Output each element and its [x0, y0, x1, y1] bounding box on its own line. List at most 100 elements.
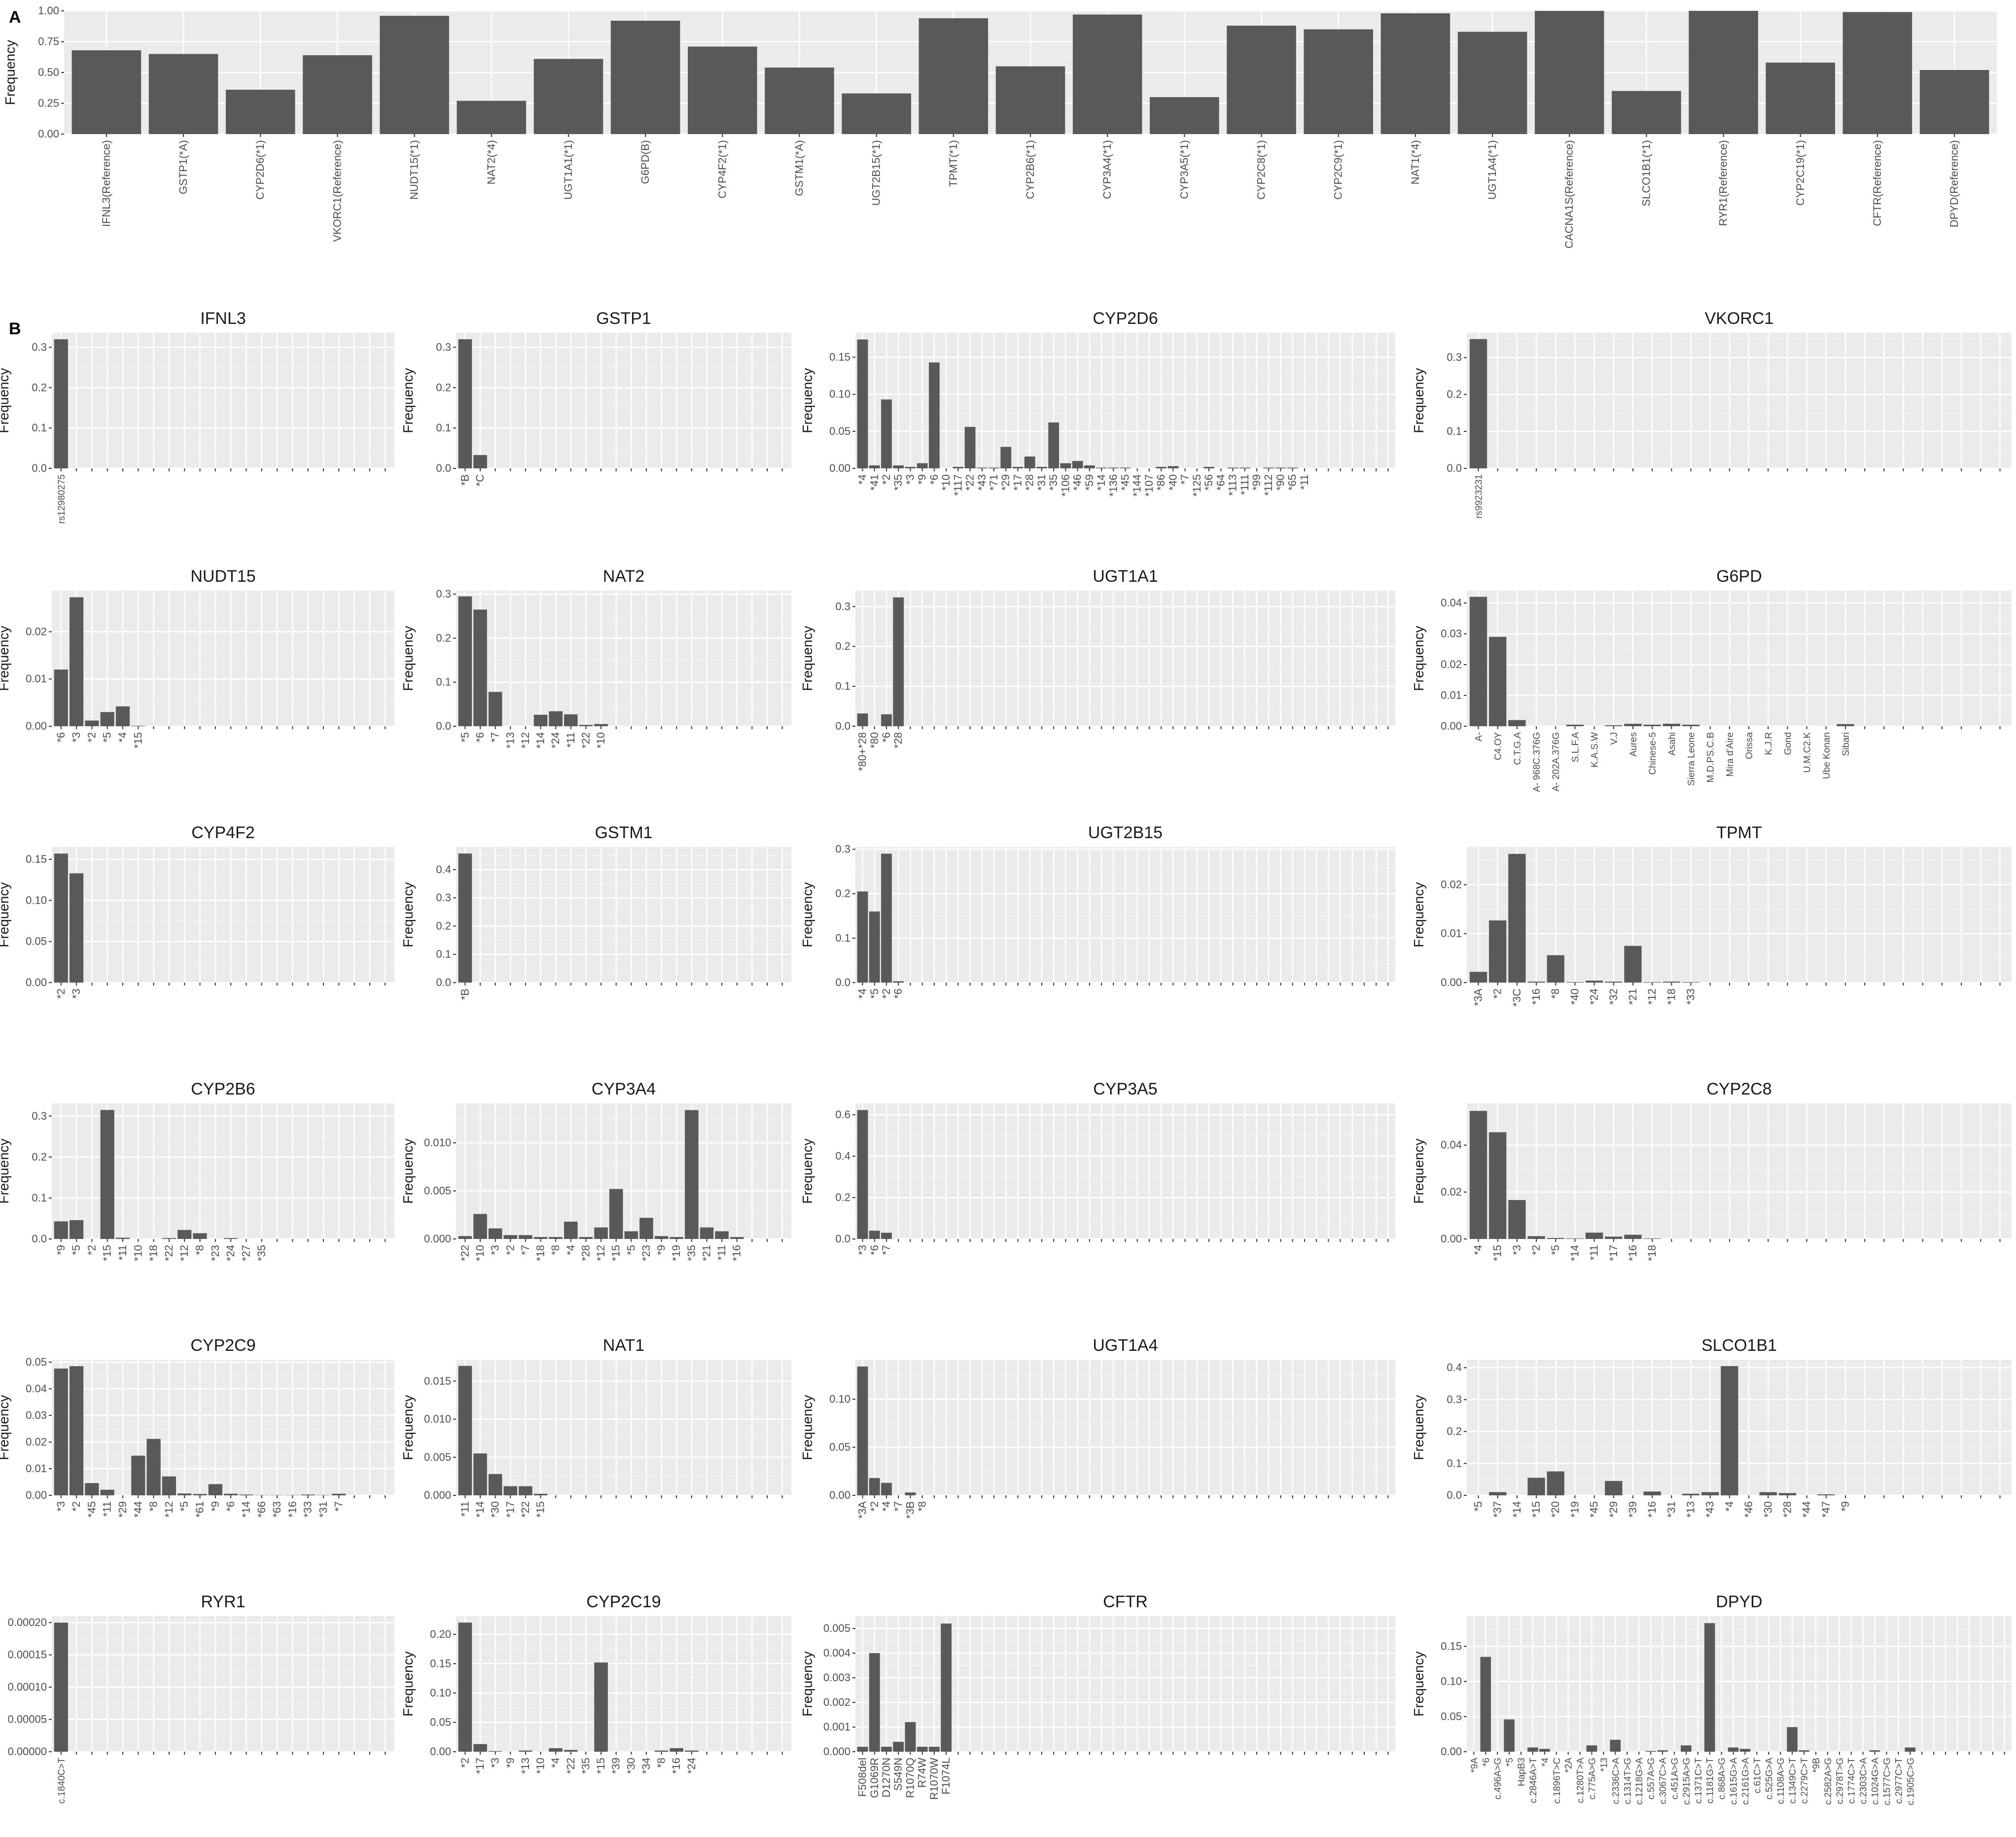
- y-tick-label: 0.00005: [7, 1713, 47, 1726]
- x-tick-label: *6: [868, 1245, 881, 1255]
- y-tick-label: 0.10: [829, 388, 850, 400]
- bar: [488, 1751, 502, 1752]
- x-tick-label: *23: [640, 1245, 652, 1261]
- bar: [869, 1653, 880, 1752]
- x-tick-label: A- 968C.376G: [1532, 732, 1542, 792]
- x-tick-label: *43: [1704, 1501, 1716, 1518]
- x-tick-label: *136: [1107, 474, 1119, 496]
- x-tick-label: *3: [1511, 1245, 1523, 1255]
- bar: [473, 1453, 487, 1495]
- y-axis-title: Frequency: [0, 882, 11, 947]
- y-tick-label: 0.1: [436, 948, 451, 960]
- y-axis-title: Frequency: [0, 1138, 11, 1203]
- panel-title: NUDT15: [190, 567, 255, 586]
- x-tick-label: *28: [579, 1245, 592, 1261]
- bar: [1469, 339, 1487, 468]
- x-tick-label: *2: [85, 1245, 98, 1255]
- bar: [654, 1750, 669, 1752]
- y-tick-label: 0.02: [26, 1436, 47, 1448]
- bar: [162, 1238, 177, 1239]
- bar: [857, 713, 868, 726]
- bar: [610, 21, 680, 134]
- y-axis-title: Frequency: [400, 1651, 416, 1716]
- x-tick-label: *4: [1472, 1245, 1485, 1255]
- x-tick-label: TPMT(*1): [947, 140, 959, 187]
- x-tick-label: GSTP1(*A): [177, 140, 189, 194]
- x-tick-label: *44: [132, 1501, 144, 1518]
- x-tick-label: *30: [1762, 1501, 1774, 1518]
- x-tick-label: *106: [1059, 474, 1071, 496]
- x-tick-label: c.1349C>T: [1788, 1758, 1798, 1804]
- bar: [1869, 1750, 1880, 1752]
- y-tick-label: 0.3: [835, 843, 850, 855]
- bar: [1539, 1749, 1550, 1752]
- y-tick-label: 0.00: [26, 720, 47, 732]
- x-tick-label: *39: [610, 1758, 622, 1774]
- y-tick-label: 0.015: [424, 1375, 451, 1387]
- x-tick-label: *2: [868, 1501, 881, 1512]
- panel-title: CYP2D6: [1093, 309, 1158, 328]
- x-tick-label: c.1181G>T: [1705, 1758, 1716, 1804]
- y-tick-label: 0.0: [436, 720, 451, 732]
- x-tick-label: *24: [685, 1758, 698, 1774]
- x-tick-label: K.J.R: [1764, 732, 1774, 755]
- x-tick-label: c.868A>G: [1717, 1758, 1728, 1800]
- x-tick-label: c.1774C>T: [1847, 1758, 1857, 1804]
- bar: [177, 1230, 192, 1239]
- bar: [1096, 467, 1107, 468]
- x-tick-label: *65: [1286, 474, 1299, 491]
- x-tick-label: *34: [640, 1758, 652, 1774]
- bar: [1547, 1238, 1564, 1239]
- y-tick-label: 0.10: [1441, 1675, 1462, 1688]
- y-tick-label: 0.010: [424, 1413, 451, 1425]
- y-tick-label: 0.00: [26, 976, 47, 989]
- bar: [624, 1231, 638, 1239]
- bar: [148, 54, 218, 134]
- x-tick-label: G1069R: [868, 1758, 881, 1798]
- y-tick-label: 0.03: [26, 1409, 47, 1421]
- bar: [533, 1237, 548, 1239]
- plot-background: [52, 847, 394, 983]
- panel-title: UGT1A1: [1093, 567, 1158, 586]
- bar: [857, 1747, 868, 1752]
- y-axis-title: Frequency: [800, 882, 815, 947]
- y-tick-label: 0.10: [430, 1687, 451, 1699]
- bar: [869, 911, 880, 983]
- x-tick-label: CYP2C19(*1): [1794, 140, 1806, 206]
- bar: [1527, 1236, 1545, 1239]
- panel-title: CYP3A4: [592, 1080, 656, 1098]
- x-tick-label: *29: [116, 1501, 129, 1518]
- plot-background: [456, 1360, 791, 1495]
- x-tick-label: *2: [85, 732, 98, 742]
- bar: [1566, 724, 1584, 726]
- x-tick-label: Sibari: [1841, 732, 1851, 756]
- y-tick-label: 0.0: [32, 462, 47, 474]
- bar: [893, 1742, 904, 1752]
- bar: [54, 670, 68, 726]
- bar: [519, 1486, 532, 1495]
- bar: [881, 853, 892, 983]
- x-tick-label: *8: [916, 1501, 928, 1512]
- y-axis-title: Frequency: [1411, 1651, 1426, 1716]
- x-tick-label: c.2978T>G: [1835, 1758, 1845, 1804]
- bar: [564, 714, 578, 726]
- x-tick-label: c.1218G>A: [1634, 1758, 1645, 1805]
- y-axis-title: Frequency: [2, 40, 18, 105]
- x-tick-label: *28: [892, 732, 904, 748]
- x-tick-label: C.T.G.A: [1513, 732, 1523, 765]
- bar: [100, 712, 114, 726]
- x-tick-label: *7: [489, 732, 501, 742]
- x-tick-label: *29: [1607, 1501, 1620, 1518]
- bar: [1469, 972, 1487, 983]
- panel-title: CYP2C8: [1706, 1080, 1771, 1098]
- x-tick-label: *6: [928, 474, 940, 485]
- bar: [1167, 466, 1179, 468]
- x-tick-label: c.2915A>G: [1682, 1758, 1692, 1805]
- x-tick-label: *15: [132, 732, 144, 748]
- bar: [579, 725, 593, 726]
- x-tick-label: *40: [1167, 474, 1179, 491]
- y-tick-label: 0.20: [430, 1628, 451, 1640]
- x-tick-label: *2A: [1564, 1758, 1574, 1773]
- plot-background: [1467, 1616, 2012, 1752]
